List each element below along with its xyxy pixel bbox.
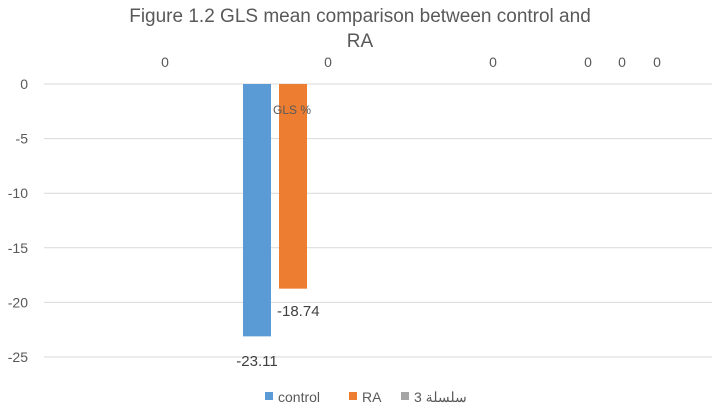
y-tick-label: -10 [8,185,28,201]
x-axis-tick-labels: 0 0 0 0 0 0 [161,54,661,70]
bars [243,84,307,337]
data-labels: -23.11 -18.74 [236,303,319,370]
x-tick-label: 0 [324,54,332,70]
y-tick-label: -5 [16,131,29,147]
y-tick-label: -15 [8,240,28,256]
legend: control RA سلسلة 3 [265,389,467,405]
bar-RA [279,84,307,289]
x-tick-label: 0 [489,54,497,70]
axis-title: GLS % [273,103,311,117]
x-tick-label: 0 [618,54,626,70]
y-tick-label: 0 [20,76,28,92]
chart-title-line-2: RA [347,31,374,52]
data-label: -23.11 [236,353,277,370]
legend-swatch [349,392,357,400]
x-tick-label: 0 [161,54,169,70]
gridlines [44,83,712,358]
legend-swatch [401,392,409,400]
legend-label: RA [362,389,382,405]
x-tick-label: 0 [653,54,661,70]
data-label: -18.74 [277,303,320,320]
y-axis-tick-labels: 0 -5 -10 -15 -20 -25 [8,76,28,365]
legend-label: control [278,389,320,405]
y-tick-label: -25 [8,349,28,365]
chart-title-line-1: Figure 1.2 GLS mean comparison between c… [129,6,591,27]
legend-swatch [265,392,273,400]
x-tick-label: 0 [584,54,592,70]
y-tick-label: -20 [8,294,28,310]
bar-control [243,84,271,337]
legend-label: سلسلة 3 [414,389,467,405]
